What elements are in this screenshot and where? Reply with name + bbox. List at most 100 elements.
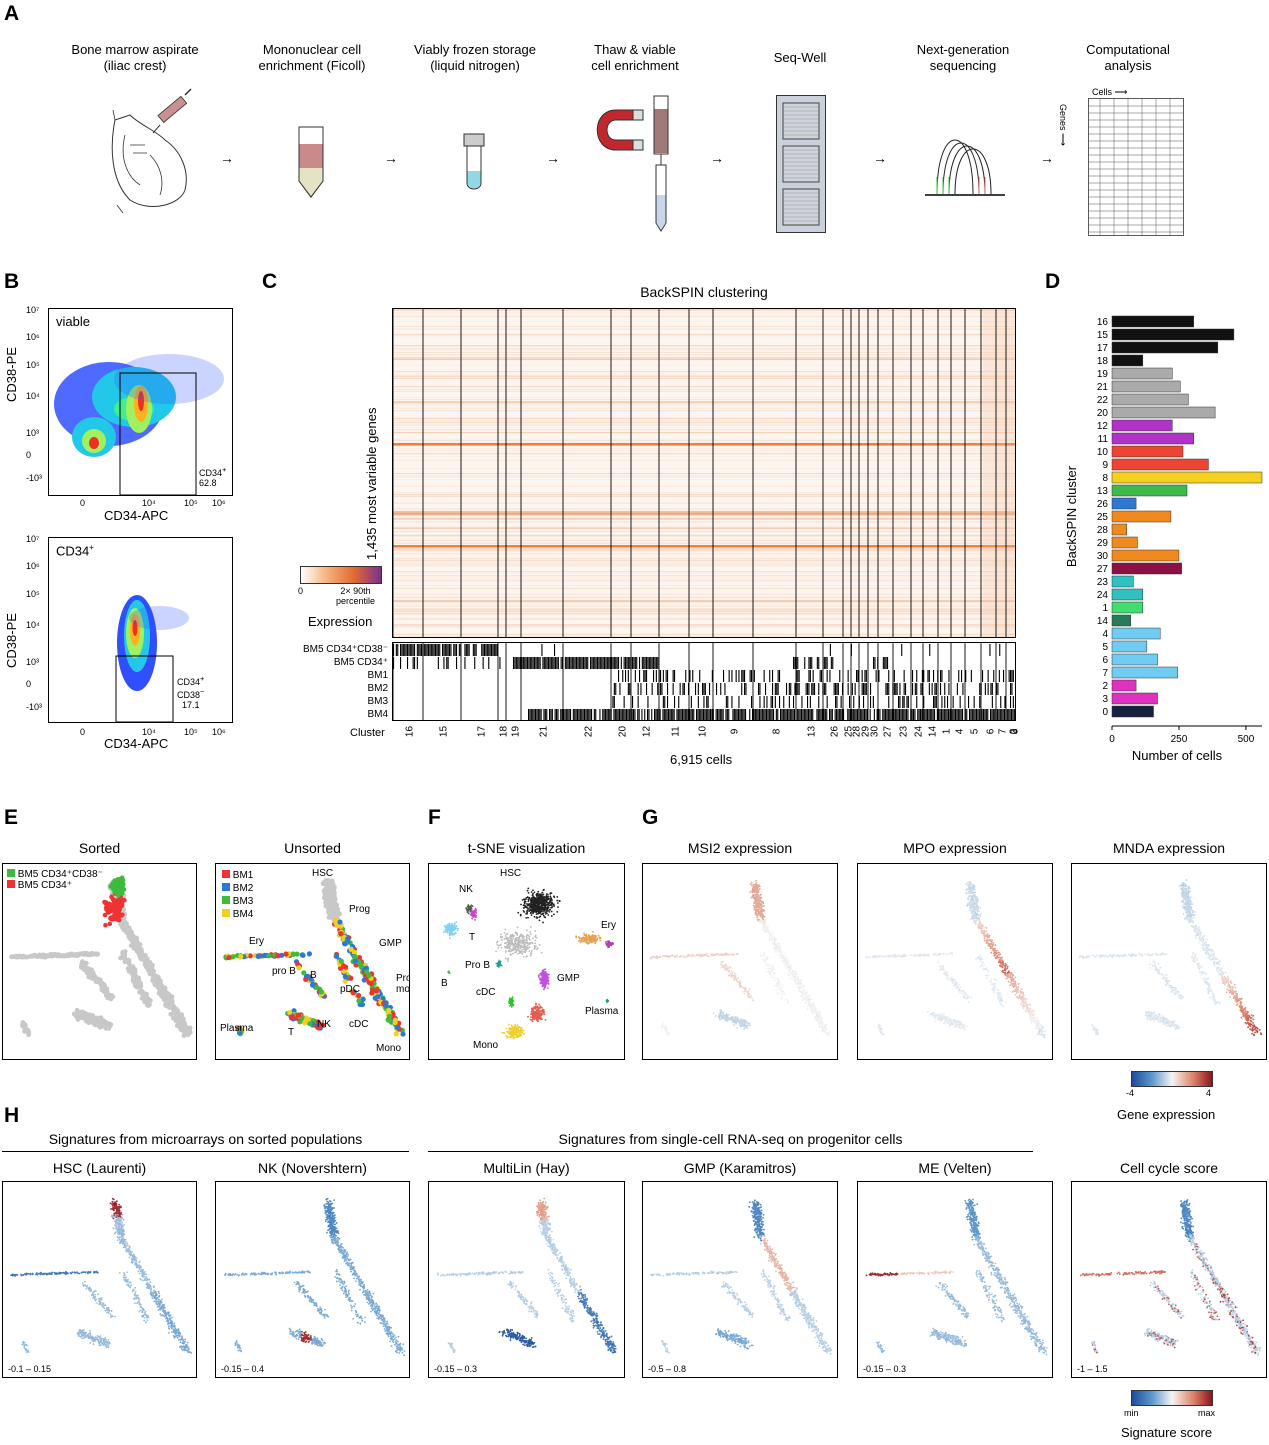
bar-cluster-20 xyxy=(1111,406,1216,419)
bar-label-9: 9 xyxy=(1102,460,1108,471)
multilin-hay-title: MultiLin (Hay) xyxy=(483,1160,570,1176)
cluster-axis-label: Cluster xyxy=(350,727,385,739)
cluster-tick: 0 xyxy=(1009,728,1021,735)
bar-label-30: 30 xyxy=(1097,551,1109,562)
bar-label-13: 13 xyxy=(1097,486,1109,497)
sample-row-label: BM3 xyxy=(367,696,388,707)
label-nk: NK xyxy=(317,1019,331,1030)
label-hsc: HSC xyxy=(312,868,334,879)
cluster-tick: 17 xyxy=(476,725,487,738)
step-label-thaw: Thaw & viable cell enrichment xyxy=(591,42,679,73)
expression-legend-max: 2× 90th percentile xyxy=(336,586,376,606)
panel-letter-h: H xyxy=(4,1104,20,1127)
cell-cycle-range: -1 – 1.5 xyxy=(1077,1364,1108,1374)
bar-label-16: 16 xyxy=(1097,317,1109,328)
bar-label-0: 0 xyxy=(1102,707,1108,718)
bar-cluster-11 xyxy=(1111,432,1194,445)
bar-cluster-29 xyxy=(1111,536,1138,549)
nk-novershtern-embedding: -0.15 – 0.4 xyxy=(215,1181,410,1378)
bar-label-27: 27 xyxy=(1097,564,1109,575)
label-pro-mono: Pro-mono xyxy=(396,973,410,995)
nk-novershtern-title: NK (Novershtern) xyxy=(258,1160,367,1176)
label-plasma: Plasma xyxy=(220,1023,254,1034)
sequencing-bridge-icon xyxy=(925,139,1005,196)
cell-cycle-title: Cell cycle score xyxy=(1119,1160,1219,1176)
bar-label-19: 19 xyxy=(1097,369,1109,380)
tsne-label-plasma: Plasma xyxy=(585,1006,619,1017)
flow-top-gate-label: CD34+ 62.8 xyxy=(199,465,227,488)
bar-label-12: 12 xyxy=(1097,421,1109,432)
cluster-bar-chart: 1615171819212220121110981326252829302723… xyxy=(1064,315,1263,763)
flow-density-viable xyxy=(54,354,224,496)
bar-cluster-28 xyxy=(1111,523,1127,536)
sample-row-label: BM4 xyxy=(367,709,388,720)
pelvis-syringe-icon xyxy=(111,88,192,214)
cluster-tick: 20 xyxy=(617,725,629,738)
bar-label-25: 25 xyxy=(1097,512,1109,523)
cluster-tick: 8 xyxy=(771,728,782,735)
cluster-tick: 16 xyxy=(404,725,416,738)
tsne-label-ery: Ery xyxy=(601,920,616,931)
gene-expression-max: 4 xyxy=(1206,1088,1212,1098)
heatmap-ylabel: 1,435 most variable genes xyxy=(364,407,379,560)
flow-xtick: 10⁴ xyxy=(142,727,156,737)
step-label-analysis: Computational analysis xyxy=(1086,42,1170,73)
panel-letter-g: G xyxy=(642,806,659,829)
panel-letter-b: B xyxy=(4,270,20,293)
bar-label-23: 23 xyxy=(1097,577,1109,588)
bar-cluster-9 xyxy=(1111,458,1209,471)
tsne-label-nk: NK xyxy=(459,884,473,895)
bar-label-11: 11 xyxy=(1098,434,1109,445)
sorted-legend: BM5 CD34⁺CD38⁻ BM5 CD34⁺ xyxy=(7,869,103,891)
bar-label-8: 8 xyxy=(1102,473,1108,484)
tsne-label-mono: Mono xyxy=(473,1040,499,1051)
label-t: T xyxy=(288,1027,295,1038)
msi2-title: MSI2 expression xyxy=(687,840,793,856)
flow-ytick: 10⁵ xyxy=(26,589,40,599)
seqwell-array-icon xyxy=(776,95,826,233)
expression-colorbar xyxy=(300,566,382,584)
mnda-title: MNDA expression xyxy=(1112,840,1226,856)
tsne-scatter xyxy=(442,887,615,1040)
me-velten-scatter xyxy=(865,1198,1048,1356)
flow-xtick: 10⁶ xyxy=(212,727,226,737)
label-mono: Mono xyxy=(376,1043,402,1054)
bar-cluster-27 xyxy=(1111,562,1182,575)
label-cdc: cDC xyxy=(349,1019,369,1030)
me-velten-embedding: -0.15 – 0.3 xyxy=(857,1181,1053,1378)
step-label-frozen: Viably frozen storage (liquid nitrogen) xyxy=(414,42,536,73)
bar-cluster-22 xyxy=(1111,393,1189,406)
unsorted-title: Unsorted xyxy=(284,840,341,856)
bar-cluster-17 xyxy=(1111,341,1219,354)
flow-ytick: 10⁶ xyxy=(26,332,40,342)
cluster-tick: 24 xyxy=(913,725,925,738)
bar-xlabel: Number of cells xyxy=(1132,748,1223,763)
flow-ytick: 10⁷ xyxy=(26,305,40,315)
cluster-tick: 14 xyxy=(927,725,938,738)
ficoll-tube-icon xyxy=(298,126,324,198)
sample-row-label: BM2 xyxy=(367,683,388,694)
flow-top-ylabel: CD38-PE xyxy=(4,347,19,402)
cryo-tube-icon xyxy=(463,133,485,190)
gmp-karamitros-title: GMP (Karamitros) xyxy=(683,1160,797,1176)
bar-label-18: 18 xyxy=(1097,356,1109,367)
flow-xtick: 10⁶ xyxy=(212,498,226,508)
cluster-tick: 15 xyxy=(438,725,450,738)
signature-score-title: Signature score xyxy=(1121,1425,1213,1440)
flow-top-xlabel: CD34-APC xyxy=(104,508,169,523)
cluster-tick: 12 xyxy=(641,725,653,738)
matrix-grid-icon xyxy=(1088,98,1184,236)
bar-label-1: 1 xyxy=(1102,603,1108,614)
cluster-tick: 13 xyxy=(806,725,817,738)
tsne-label-b: B xyxy=(441,978,448,989)
cluster-tick: 1 xyxy=(941,728,952,735)
bar-label-5: 5 xyxy=(1102,642,1108,653)
bar-cluster-0 xyxy=(1111,705,1154,718)
multilin-hay-embedding: -0.15 – 0.3 xyxy=(428,1181,625,1378)
flow-plot-cd34: CD34+ CD34+ CD38− 17.1 xyxy=(48,537,233,723)
bar-label-15: 15 xyxy=(1097,330,1109,341)
mpo-embedding xyxy=(857,863,1053,1060)
flow-ytick: 0 xyxy=(26,450,32,460)
tsne-label-cdc: cDC xyxy=(476,987,496,998)
bar-label-4: 4 xyxy=(1102,629,1108,640)
